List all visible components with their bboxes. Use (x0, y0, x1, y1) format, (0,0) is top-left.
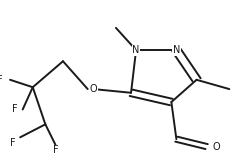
Text: N: N (173, 45, 180, 55)
Text: N: N (132, 45, 140, 55)
Text: F: F (53, 145, 58, 155)
Text: F: F (0, 75, 3, 85)
Text: O: O (89, 84, 97, 94)
Text: F: F (12, 105, 18, 114)
Text: O: O (213, 142, 220, 152)
Text: F: F (10, 138, 15, 148)
